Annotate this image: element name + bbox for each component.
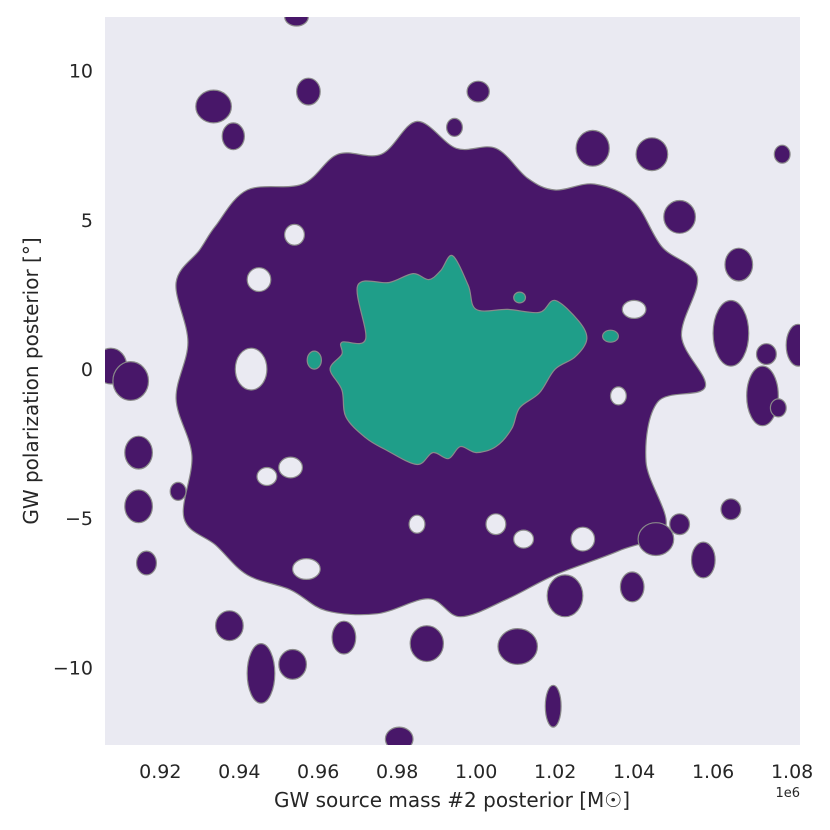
contour-outer-hole xyxy=(234,347,268,391)
contour-outer-hole xyxy=(408,514,426,534)
contour-outer-hole xyxy=(609,386,627,406)
contour-outer-island xyxy=(446,117,464,138)
x-tick-label: 1.08 xyxy=(771,761,813,783)
x-tick-label: 0.94 xyxy=(218,761,260,783)
contour-outer-hole xyxy=(485,513,507,536)
contour-outer-hole xyxy=(284,223,306,246)
contour-outer-island xyxy=(497,627,539,665)
contour-outer-island xyxy=(785,323,800,367)
contour-inner-region xyxy=(329,254,588,466)
contour-outer-island xyxy=(331,620,357,655)
contour-outer-hole xyxy=(256,466,278,487)
x-tick-label: 0.96 xyxy=(297,761,339,783)
contour-outer-island xyxy=(195,89,233,124)
contour-outer-island xyxy=(746,365,779,427)
x-tick-label: 1.02 xyxy=(534,761,576,783)
x-tick-label: 0.92 xyxy=(139,761,181,783)
contour-outer-island xyxy=(619,571,645,603)
contour-outer-hole xyxy=(246,267,272,293)
contour-inner-island xyxy=(513,291,527,304)
contour-inner-island xyxy=(601,329,619,343)
x-tick-label: 0.98 xyxy=(376,761,418,783)
contour-outer-island xyxy=(769,398,787,418)
x-axis-title: GW source mass #2 posterior [M☉] xyxy=(274,788,630,812)
contour-outer-hole xyxy=(278,456,304,479)
contour-outer-island xyxy=(124,489,154,524)
contour-outer-island xyxy=(284,17,309,27)
contour-outer-island xyxy=(720,498,742,521)
contour-inner-island xyxy=(306,350,322,370)
contour-outer-hole xyxy=(292,557,321,580)
x-offset-label: 1e6 xyxy=(775,786,800,801)
contour-outer-island xyxy=(669,513,691,536)
contour-outer-island xyxy=(724,247,754,282)
contour-outer-hole xyxy=(513,529,535,549)
contour-outer-island xyxy=(663,199,696,234)
x-tick-label: 1.04 xyxy=(613,761,655,783)
contour-outer-island xyxy=(635,137,669,172)
x-tick-label: 1.00 xyxy=(455,761,497,783)
contour-outer-island xyxy=(409,625,444,663)
y-axis-ticks: 10 5 0 −5 −10 xyxy=(53,61,93,680)
contour-outer-island xyxy=(214,610,244,642)
contour-outer-island xyxy=(246,643,276,704)
contour-outer-island xyxy=(546,574,584,618)
contour-outer-island xyxy=(296,77,321,106)
contour-outer-island xyxy=(124,435,154,470)
contour-outer-island xyxy=(278,648,308,680)
contour-outer-island xyxy=(136,550,158,576)
y-tick-label: −5 xyxy=(65,508,93,530)
contour-outer-hole xyxy=(570,526,596,552)
contour-outer-hole xyxy=(621,299,647,319)
contour-outer-island xyxy=(221,122,245,151)
contour-outer-island xyxy=(544,684,562,728)
contour-outer-island xyxy=(773,144,791,164)
contour-outer-island xyxy=(384,726,414,745)
contour-outer-island xyxy=(169,481,187,501)
y-tick-label: 5 xyxy=(81,210,93,232)
contour-outer-island xyxy=(575,129,610,167)
y-axis-title: GW polarization posterior [°] xyxy=(19,237,43,524)
contour-outer-island xyxy=(466,80,490,103)
contour-outer-island xyxy=(712,299,750,367)
y-tick-label: 0 xyxy=(81,359,93,381)
contour-outer-island xyxy=(755,343,777,366)
contour-outer-island xyxy=(690,541,716,579)
contour-layer xyxy=(105,17,800,745)
x-tick-label: 1.06 xyxy=(692,761,734,783)
x-axis-ticks: 0.92 0.94 0.96 0.98 1.00 1.02 1.04 1.06 1.08 xyxy=(139,761,813,783)
y-tick-label: −10 xyxy=(53,657,93,679)
contour-outer-island xyxy=(637,522,675,557)
y-tick-label: 10 xyxy=(69,61,93,83)
contour-outer-island xyxy=(112,361,150,402)
